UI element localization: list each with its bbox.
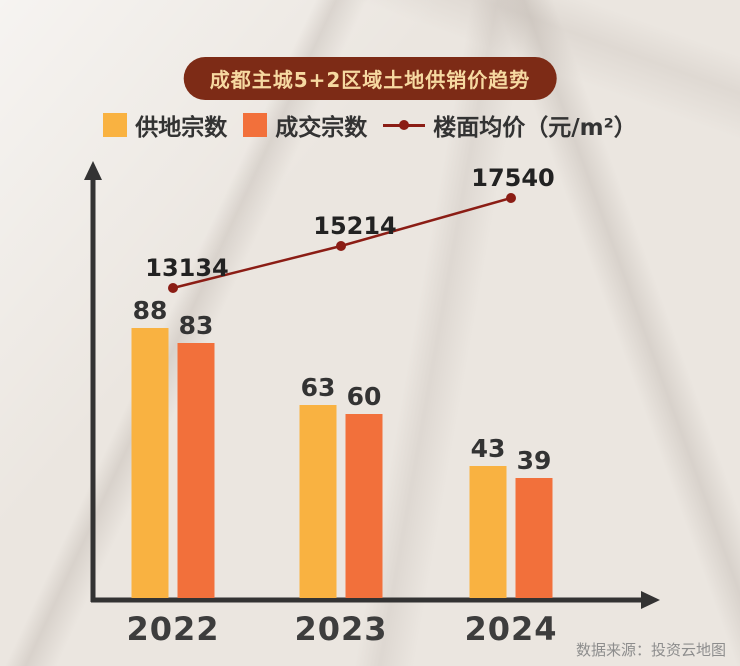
x-axis-arrow-icon <box>641 591 660 609</box>
data-source: 数据来源：投资云地图 <box>575 641 726 659</box>
price-point-2022 <box>168 283 178 293</box>
bar-supply-2024 <box>469 466 507 598</box>
legend-item-deal-count: 成交宗数 <box>243 108 367 142</box>
bar-deal-2024 <box>515 478 553 598</box>
legend-label-supply-count: 供地宗数 <box>135 115 228 141</box>
bar-deal-2023 <box>345 414 383 598</box>
legend-label-deal-count: 成交宗数 <box>275 115 368 141</box>
chart-title-badge: 成都主城5+2区域土地供销价趋势 <box>183 57 557 100</box>
price-point-2023 <box>336 241 346 251</box>
legend-item-supply-count: 供地宗数 <box>103 108 227 142</box>
bar-supply-2022 <box>131 328 169 598</box>
bar-deal-2022 <box>177 343 215 598</box>
supply-count-swatch-icon <box>103 113 128 137</box>
deal-count-swatch-icon <box>243 113 268 137</box>
price-point-2024 <box>506 193 516 203</box>
bar-supply-2023 <box>299 405 337 598</box>
chart-title: 成都主城5+2区域土地供销价趋势 <box>209 68 531 92</box>
y-axis-arrow-icon <box>84 161 102 180</box>
avg-floor-price-line-swatch-icon <box>383 120 426 130</box>
legend-label-avg-floor-price: 楼面均价（元/m²） <box>433 115 637 141</box>
avg-floor-price-dot-icon <box>399 120 410 130</box>
legend: 供地宗数 成交宗数 楼面均价（元/m²） <box>0 108 740 142</box>
legend-item-avg-floor-price: 楼面均价（元/m²） <box>383 108 637 142</box>
